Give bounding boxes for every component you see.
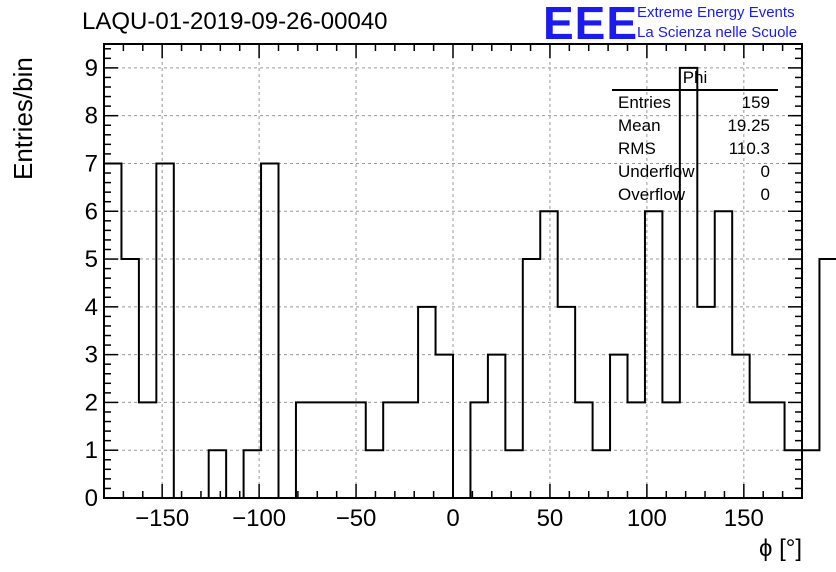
x-axis-label: ϕ [°] <box>758 535 802 562</box>
run-title: LAQU-01-2019-09-26-00040 <box>82 8 388 35</box>
stats-value: 0 <box>760 162 770 181</box>
stats-box: Phi Entries 159 Mean 19.25 RMS 110.3 Und… <box>612 68 778 206</box>
histogram-bin <box>593 450 610 498</box>
histogram-bin <box>418 307 435 498</box>
histogram-bin <box>645 211 662 498</box>
x-tick-label: 150 <box>724 505 764 532</box>
stats-key: Entries <box>618 93 671 112</box>
y-tick-label: 6 <box>85 198 98 225</box>
histogram-bin <box>628 402 645 498</box>
y-tick-label: 5 <box>85 246 98 273</box>
x-tick-label: 100 <box>627 505 667 532</box>
histogram-bin <box>505 450 522 498</box>
histogram-bin <box>523 259 540 498</box>
histogram-bin <box>488 355 505 498</box>
stats-row-entries: Entries 159 <box>612 91 778 114</box>
histogram-bin <box>785 450 802 498</box>
y-tick-label: 3 <box>85 342 98 369</box>
histogram-bin <box>819 259 836 498</box>
eee-logo: EEE <box>543 0 639 49</box>
stats-key: Underflow <box>618 162 695 181</box>
x-tick-label: −150 <box>135 505 189 532</box>
logo-line-2: La Scienza nelle Scuole <box>637 24 798 41</box>
x-tick-label: −100 <box>232 505 286 532</box>
histogram-bin <box>209 450 226 498</box>
stats-row-mean: Mean 19.25 <box>612 114 778 137</box>
histogram-bin <box>104 163 121 498</box>
y-tick-label: 8 <box>85 103 98 130</box>
histogram-bin <box>575 402 592 498</box>
x-tick-label: 0 <box>446 505 459 532</box>
histogram-bin <box>610 355 627 498</box>
histogram-bin <box>662 402 679 498</box>
stats-key: Mean <box>618 116 661 135</box>
stats-row-rms: RMS 110.3 <box>612 137 778 160</box>
stats-value: 19.25 <box>727 116 770 135</box>
histogram-bin <box>156 163 173 498</box>
x-tick-label: 50 <box>537 505 564 532</box>
axes <box>103 43 803 499</box>
y-tick-label: 7 <box>85 150 98 177</box>
histogram-bin <box>121 259 138 498</box>
y-tick-label: 1 <box>85 437 98 464</box>
y-tick-label: 9 <box>85 55 98 82</box>
histogram-bin <box>436 355 453 498</box>
y-tick-label: 2 <box>85 389 98 416</box>
stats-key: Overflow <box>618 185 686 204</box>
tick-labels: −150 −100 −50 0 50 100 150 0 1 2 3 4 5 6 7 8 9 <box>85 55 764 532</box>
y-axis-label: Entries/bin <box>8 57 38 180</box>
stats-row-overflow: Overflow 0 <box>612 183 778 206</box>
histogram-bin <box>767 402 784 498</box>
histogram-bin <box>470 402 487 498</box>
histogram-bin <box>401 402 418 498</box>
histogram-bin <box>261 163 278 498</box>
stats-row-underflow: Underflow 0 <box>612 160 778 183</box>
stats-value: 110.3 <box>728 139 770 158</box>
x-tick-label: −50 <box>336 505 377 532</box>
stats-value: 159 <box>741 93 770 112</box>
histogram-bin <box>802 450 819 498</box>
histogram-outline <box>103 66 836 499</box>
stats-value: 0 <box>760 185 770 204</box>
histogram-bin <box>366 450 383 498</box>
stats-key: RMS <box>618 139 656 158</box>
stats-title: Phi <box>612 68 778 91</box>
histogram-bin <box>732 355 749 498</box>
y-tick-label: 0 <box>85 485 98 512</box>
logo-line-1: Extreme Energy Events <box>637 4 795 21</box>
y-tick-label: 4 <box>85 294 98 321</box>
